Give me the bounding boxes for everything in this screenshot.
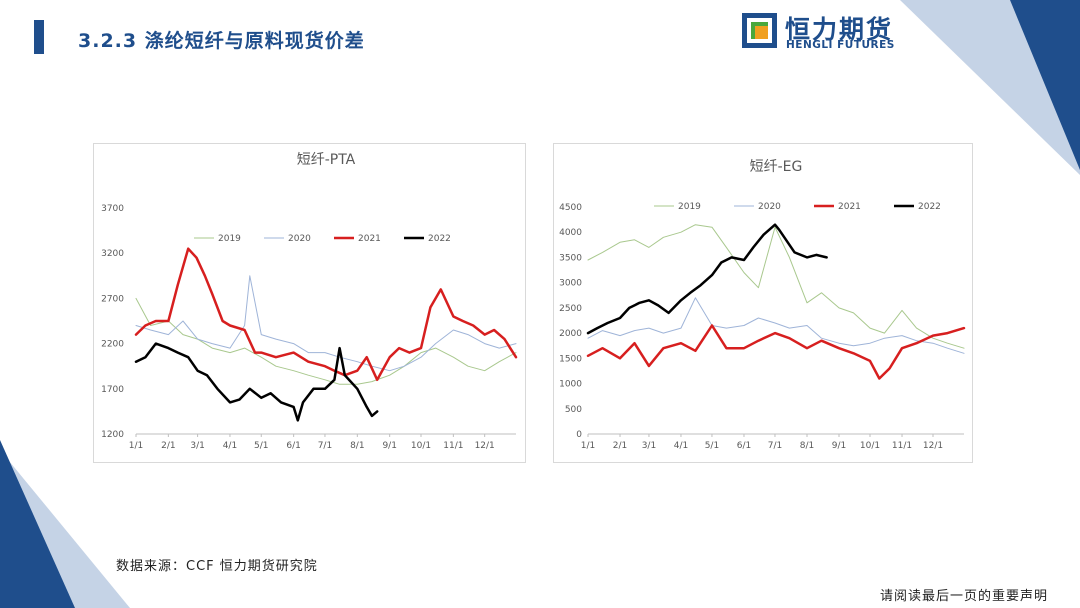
legend-label-2021: 2021 <box>358 234 381 244</box>
legend-label-2022: 2022 <box>428 234 451 244</box>
y-tick-label: 4000 <box>559 228 582 238</box>
chart-staple-eg: 短纤-EG 0 500 1000 1500 2000 2500 3000 3500 4000 450… <box>553 143 973 463</box>
logo-english-name: HENGLI FUTURES <box>786 39 895 51</box>
page-title: 3.2.3 涤纶短纤与原料现货价差 <box>78 30 365 52</box>
y-tick-label: 2200 <box>101 340 124 350</box>
x-tick-label: 1/1 <box>129 441 143 451</box>
series-line-2021 <box>586 324 966 380</box>
chart-title: 短纤-PTA <box>297 152 356 168</box>
x-tick-label: 11/1 <box>892 441 912 451</box>
x-tick-label: 8/1 <box>350 441 364 451</box>
y-tick-label: 1000 <box>559 380 582 390</box>
y-tick-label: 4500 <box>559 203 582 213</box>
x-tick-label: 3/1 <box>190 441 204 451</box>
series-line-2019 <box>587 224 965 349</box>
company-logo: 恒力期货 HENGLI FUTURES <box>742 12 912 52</box>
x-tick-label: 3/1 <box>642 441 656 451</box>
y-tick-label: 1700 <box>101 385 124 395</box>
chart-staple-pta: 短纤-PTA 1200 1700 2200 2700 3200 3700 1/1 2/1 3/1 4… <box>93 143 526 463</box>
x-tick-label: 7/1 <box>318 441 332 451</box>
x-tick-label: 8/1 <box>800 441 814 451</box>
series-line-2020 <box>135 275 517 372</box>
legend-label-2022: 2022 <box>918 202 941 212</box>
y-tick-label: 3000 <box>559 279 582 289</box>
x-tick-label: 5/1 <box>254 441 268 451</box>
y-tick-label: 500 <box>565 405 582 415</box>
y-tick-label: 3500 <box>559 253 582 263</box>
x-tick-label: 2/1 <box>613 441 627 451</box>
x-tick-label: 11/1 <box>443 441 463 451</box>
series-line-2020 <box>587 297 965 354</box>
series-line-2022 <box>586 223 828 335</box>
data-source-note: 数据来源：CCF 恒力期货研究院 <box>116 559 318 574</box>
x-tick-label: 7/1 <box>768 441 782 451</box>
x-tick-label: 10/1 <box>860 441 880 451</box>
y-tick-label: 0 <box>576 430 582 440</box>
x-tick-label: 4/1 <box>223 441 237 451</box>
y-tick-label: 3700 <box>101 204 124 214</box>
logo-mark-icon <box>742 13 777 48</box>
x-tick-label: 9/1 <box>382 441 396 451</box>
chart-staple-pta-svg: 短纤-PTA 1200 1700 2200 2700 3200 3700 1/1 2/1 3/1 4… <box>101 152 518 451</box>
y-tick-label: 2500 <box>559 304 582 314</box>
x-tick-label: 1/1 <box>581 441 595 451</box>
y-tick-label: 1200 <box>101 430 124 440</box>
x-tick-label: 12/1 <box>475 441 495 451</box>
y-tick-label: 3200 <box>101 249 124 259</box>
x-tick-label: 4/1 <box>674 441 688 451</box>
x-tick-label: 2/1 <box>161 441 175 451</box>
x-tick-label: 12/1 <box>923 441 943 451</box>
y-tick-label: 1500 <box>559 354 582 364</box>
legend-label-2020: 2020 <box>288 234 311 244</box>
series-line-2019 <box>135 297 517 385</box>
legend-label-2019: 2019 <box>218 234 241 244</box>
x-tick-label: 5/1 <box>705 441 719 451</box>
x-tick-label: 10/1 <box>411 441 431 451</box>
y-tick-label: 2700 <box>101 294 124 304</box>
disclaimer-note: 请阅读最后一页的重要声明 <box>880 589 1049 604</box>
legend-label-2021: 2021 <box>838 202 861 212</box>
series-line-2021 <box>134 247 518 382</box>
title-accent-bar <box>34 20 44 54</box>
x-tick-label: 9/1 <box>832 441 846 451</box>
x-tick-label: 6/1 <box>737 441 751 451</box>
series-line-2022 <box>134 342 379 422</box>
chart-staple-eg-svg: 短纤-EG 0 500 1000 1500 2000 2500 3000 3500 4000 450… <box>559 159 966 451</box>
y-tick-label: 2000 <box>559 329 582 339</box>
legend-label-2019: 2019 <box>678 202 701 212</box>
chart-title: 短纤-EG <box>750 159 803 175</box>
logo-chinese-name: 恒力期货 <box>785 15 894 44</box>
x-tick-label: 6/1 <box>286 441 300 451</box>
legend-label-2020: 2020 <box>758 202 781 212</box>
